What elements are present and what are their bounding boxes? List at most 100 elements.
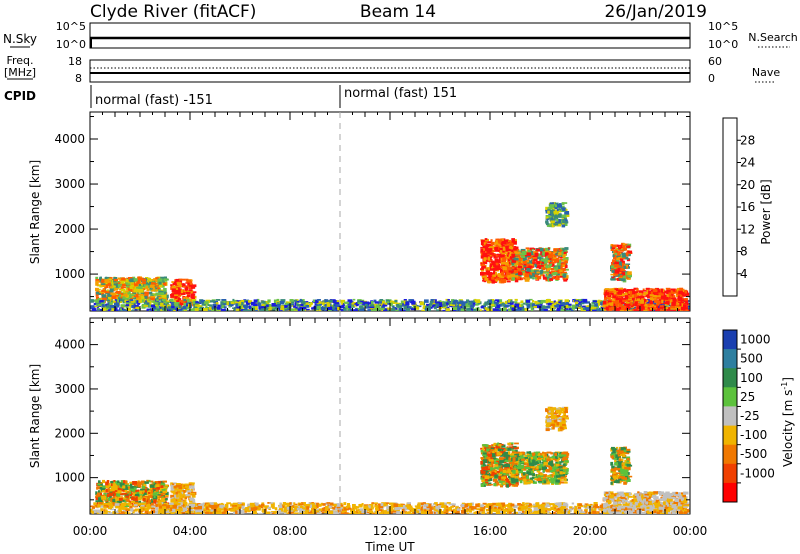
- echo-cell: [95, 500, 99, 503]
- y-tick-label: 2000: [54, 222, 85, 236]
- echo-cell: [468, 301, 472, 305]
- echo-cell: [607, 290, 612, 293]
- echo-cell: [649, 288, 653, 290]
- echo-cell: [482, 252, 488, 256]
- echo-cell: [616, 264, 620, 268]
- echo-cell: [612, 292, 617, 295]
- echo-cell: [608, 297, 611, 300]
- echo-cell: [366, 305, 369, 309]
- echo-cell: [184, 485, 189, 489]
- echo-cell: [115, 295, 119, 297]
- echo-cell: [171, 288, 177, 293]
- echo-cell: [624, 299, 630, 302]
- echo-cell: [541, 261, 544, 264]
- echo-cell: [384, 302, 388, 305]
- echo-cell: [161, 294, 167, 298]
- echo-cell: [150, 507, 156, 510]
- echo-cell: [345, 306, 349, 310]
- echo-cell: [258, 306, 261, 310]
- echo-cell: [527, 256, 532, 260]
- echo-cell: [611, 262, 614, 266]
- echo-cell: [140, 283, 146, 288]
- echo-cell: [424, 299, 429, 303]
- echo-cell: [211, 306, 216, 310]
- echo-cell: [556, 274, 559, 278]
- echo-cell: [487, 243, 493, 246]
- echo-cell: [186, 495, 191, 498]
- echo-cell: [127, 491, 130, 494]
- echo-cell: [110, 292, 116, 295]
- echo-cell: [171, 281, 174, 283]
- echo-cell: [613, 289, 618, 292]
- echo-cell: [679, 302, 682, 307]
- echo-cell: [625, 303, 631, 307]
- echo-cell: [126, 309, 130, 311]
- echo-cell: [544, 301, 549, 304]
- echo-cell: [536, 265, 541, 269]
- echo-cell: [617, 301, 621, 305]
- echo-cell: [137, 276, 141, 279]
- echo-cell: [151, 289, 155, 292]
- echo-cell: [460, 308, 466, 311]
- echo-cell: [317, 301, 322, 304]
- echo-cell: [678, 298, 683, 301]
- echo-cell: [564, 299, 570, 303]
- echo-cell: [289, 308, 295, 311]
- echo-cell: [571, 502, 575, 505]
- echo-cell: [341, 301, 344, 305]
- echo-cell: [183, 302, 187, 307]
- echo-cell: [482, 254, 486, 259]
- echo-cell: [125, 290, 129, 293]
- echo-cell: [180, 289, 184, 294]
- echo-cell: [671, 288, 676, 292]
- echo-cell: [515, 254, 519, 259]
- echo-cell: [349, 300, 353, 303]
- echo-cell: [97, 303, 103, 307]
- echo-cell: [244, 299, 248, 302]
- echo-cell: [188, 483, 192, 486]
- echo-cell: [517, 265, 523, 269]
- echo-cell: [489, 300, 495, 305]
- echo-cell: [650, 291, 653, 294]
- echo-cell: [640, 293, 643, 298]
- echo-cell: [337, 306, 340, 311]
- echo-cell: [636, 288, 639, 292]
- echo-cell: [215, 302, 219, 305]
- echo-cell: [601, 306, 605, 309]
- echo-cell: [611, 276, 615, 280]
- echo-cell: [500, 261, 506, 265]
- echo-cell: [627, 243, 632, 247]
- echo-cell: [306, 305, 309, 308]
- echo-cell: [554, 304, 557, 307]
- echo-cell: [646, 308, 649, 311]
- echo-cell: [488, 280, 491, 284]
- echo-cell: [502, 242, 507, 245]
- echo-cell: [525, 303, 529, 306]
- echo-cell: [494, 242, 499, 245]
- echo-cell: [120, 480, 123, 484]
- echo-cell: [610, 292, 614, 296]
- echo-cell: [172, 483, 175, 486]
- echo-cell: [438, 300, 441, 303]
- echo-cell: [678, 290, 683, 295]
- echo-cell: [684, 289, 687, 294]
- echo-cell: [427, 306, 431, 310]
- echo-cell: [95, 294, 99, 297]
- echo-cell: [556, 218, 559, 222]
- echo-cell: [472, 302, 476, 305]
- echo-cell: [101, 496, 107, 500]
- echo-cell: [675, 293, 681, 298]
- echo-cell: [620, 268, 625, 271]
- echo-cell: [106, 309, 111, 311]
- echo-cell: [480, 306, 484, 309]
- echo-cell: [380, 306, 385, 310]
- echo-cell: [507, 504, 511, 508]
- echo-cell: [182, 283, 185, 286]
- echo-cell: [150, 296, 155, 298]
- echo-cell: [142, 496, 147, 498]
- echo-cell: [98, 480, 101, 484]
- echo-cell: [489, 246, 494, 250]
- echo-cell: [562, 254, 566, 259]
- echo-cell: [94, 305, 100, 308]
- echo-cell: [482, 275, 487, 278]
